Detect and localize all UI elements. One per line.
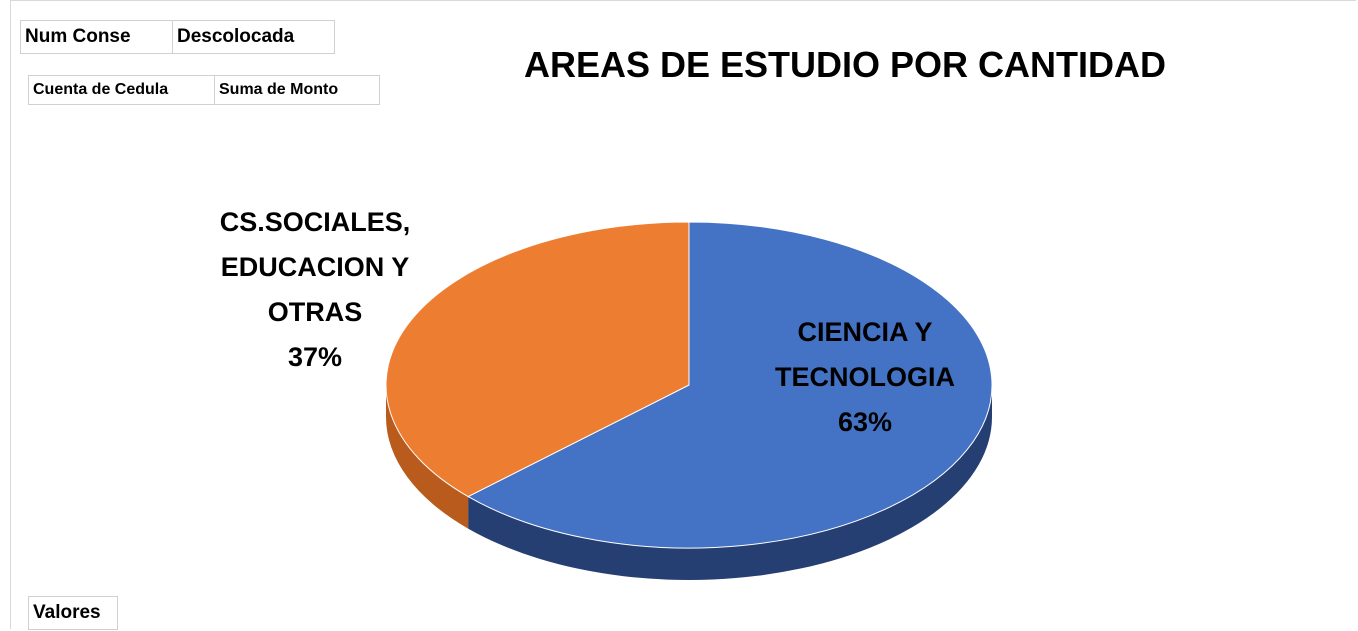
label-value: 37% [287,342,343,372]
filter-button[interactable]: Descolocada [172,20,335,54]
pie-slice [467,221,993,549]
data-label: CIENCIA Y TECNOLOGIA 63% [720,310,1010,445]
data-label: CS.SOCIALES, EDUCACION Y OTRAS 37% [180,200,450,380]
label-category: CIENCIA Y TECNOLOGIA [775,317,955,392]
row-button[interactable]: Valores [28,596,118,630]
value-button[interactable]: Suma de Monto [214,75,380,105]
label-value: 63% [837,407,893,437]
chart-title: AREAS DE ESTUDIO POR CANTIDAD [523,44,1167,85]
slice-side [386,385,469,529]
pie-slice [385,221,690,498]
slice-side [468,385,992,580]
chart-frame [10,0,1356,629]
label-category: CS.SOCIALES, EDUCACION Y OTRAS [219,207,411,327]
